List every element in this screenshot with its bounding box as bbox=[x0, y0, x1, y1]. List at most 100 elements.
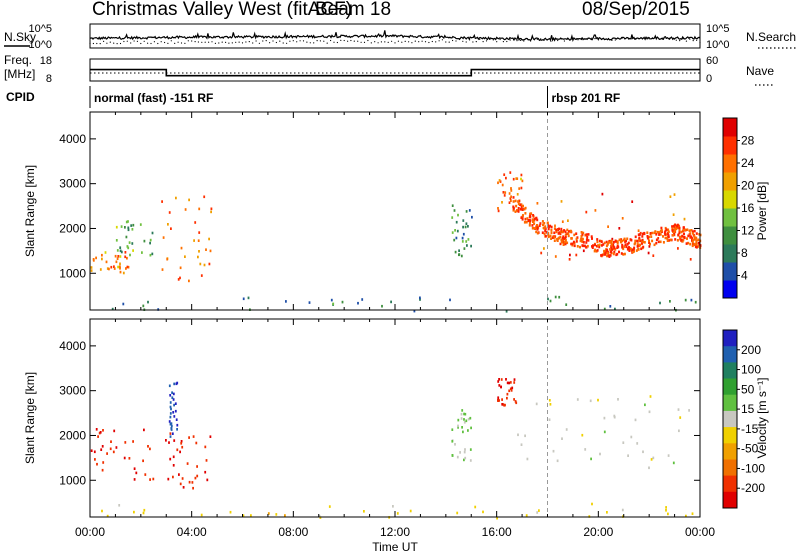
heatmap-cell bbox=[644, 403, 646, 407]
power-ridge-cell bbox=[604, 251, 607, 255]
power-ridge-cell bbox=[543, 232, 546, 236]
heatmap-cell bbox=[659, 301, 661, 305]
heatmap-cell bbox=[124, 226, 126, 229]
heatmap-cell bbox=[123, 456, 126, 460]
colorbar-swatch bbox=[723, 459, 737, 477]
power-ridge-cell bbox=[646, 235, 649, 238]
power-ridge-cell bbox=[689, 235, 692, 239]
power-ridge-cell bbox=[665, 228, 668, 231]
power-ridge-cell bbox=[655, 233, 658, 236]
power-ridge-cell bbox=[575, 232, 578, 235]
heatmap-cell bbox=[639, 231, 642, 235]
heatmap-cell bbox=[192, 435, 195, 438]
nsearch-point bbox=[313, 42, 315, 44]
nsearch-point bbox=[685, 40, 688, 42]
heatmap-cell bbox=[90, 449, 93, 452]
heatmap-cell bbox=[203, 195, 206, 199]
nsearch-point bbox=[638, 38, 640, 40]
nsearch-point bbox=[570, 38, 572, 40]
heatmap-cell bbox=[504, 191, 507, 194]
nave-tick-top: 60 bbox=[706, 55, 718, 67]
colorbar-tick-label: -200 bbox=[741, 481, 765, 495]
power-ridge-cell bbox=[561, 230, 564, 233]
heatmap-cell bbox=[174, 402, 177, 405]
nsearch-point bbox=[296, 41, 298, 43]
nsearch-point bbox=[502, 41, 504, 43]
colorbar-tick-label: 200 bbox=[741, 343, 761, 357]
heatmap-cell bbox=[106, 514, 109, 518]
heatmap-cell bbox=[318, 514, 321, 518]
heatmap-cell bbox=[147, 300, 149, 304]
nsearch-point bbox=[489, 38, 491, 41]
nsearch-point bbox=[218, 42, 220, 44]
heatmap-cell bbox=[554, 295, 557, 299]
nsearch-point bbox=[567, 38, 569, 40]
velocity-axes: 1000 2000 3000 4000 bbox=[59, 319, 701, 517]
nsearch-point bbox=[265, 40, 267, 42]
heatmap-cell bbox=[463, 421, 466, 424]
power-ridge-cell bbox=[522, 204, 524, 208]
power-ridge-cell bbox=[688, 229, 691, 232]
power-ridge-cell bbox=[555, 230, 558, 234]
power-ridge-cell bbox=[524, 206, 527, 210]
nsearch-point bbox=[665, 37, 667, 39]
power-ridge-cell bbox=[553, 231, 556, 235]
nsearch-point bbox=[92, 42, 94, 45]
heatmap-cell bbox=[141, 251, 143, 254]
power-ridge-cell bbox=[596, 244, 598, 248]
power-ridge-cell bbox=[539, 222, 542, 225]
power-ridge-cell bbox=[525, 220, 528, 224]
nsearch-point bbox=[211, 41, 213, 43]
power-ridge-cell bbox=[666, 239, 669, 242]
heatmap-cell bbox=[457, 424, 459, 428]
power-ridge-cell bbox=[672, 225, 675, 228]
power-ridge-cell bbox=[598, 239, 601, 243]
nsearch-point bbox=[306, 41, 308, 43]
heatmap-cell bbox=[520, 177, 522, 181]
y-tick-label: 1000 bbox=[59, 473, 86, 487]
freq-trace bbox=[90, 68, 700, 77]
colorbar-swatch bbox=[723, 190, 737, 209]
heatmap-cell bbox=[169, 415, 172, 419]
power-ridge-cell bbox=[628, 249, 631, 252]
time-axis-label: Time UT bbox=[372, 540, 418, 554]
power-ridge-cell bbox=[521, 208, 524, 211]
power-ridge-cell bbox=[678, 224, 680, 228]
heatmap-cell bbox=[634, 418, 637, 422]
heatmap-cell bbox=[510, 195, 512, 198]
heatmap-cell bbox=[466, 244, 468, 247]
heatmap-cell bbox=[561, 220, 564, 223]
power-ridge-cell bbox=[611, 248, 614, 251]
heatmap-cell bbox=[470, 244, 472, 248]
heatmap-cell bbox=[195, 441, 198, 445]
nsearch-point bbox=[604, 38, 606, 40]
nsearch-point bbox=[245, 41, 247, 43]
power-ridge-cell bbox=[643, 241, 646, 244]
power-axes: 1000 2000 3000 4000 bbox=[59, 112, 701, 310]
power-ridge-cell bbox=[519, 208, 522, 211]
heatmap-cell bbox=[524, 434, 526, 438]
colorbar-swatch bbox=[723, 475, 737, 493]
power-ridge-cell bbox=[664, 233, 667, 236]
heatmap-cell bbox=[242, 297, 245, 301]
power-ridge-cell bbox=[555, 228, 558, 232]
heatmap-cell bbox=[209, 249, 212, 253]
heatmap-cell bbox=[503, 173, 506, 176]
heatmap-cell bbox=[567, 219, 569, 222]
nsearch-point bbox=[658, 38, 660, 41]
power-ridge-cell bbox=[576, 236, 579, 239]
power-ridge-cell bbox=[656, 230, 659, 234]
power-colorbar: 4 8 12 16 20 24 28 bbox=[722, 117, 755, 299]
power-ridge-cell bbox=[531, 224, 534, 227]
heatmap-cell bbox=[181, 445, 184, 449]
heatmap-cell bbox=[169, 435, 172, 438]
heatmap-cell bbox=[196, 474, 199, 478]
colorbar-tick-label: 28 bbox=[741, 134, 755, 148]
heatmap-cell bbox=[504, 403, 506, 407]
power-ridge-cell bbox=[533, 222, 536, 225]
heatmap-cell bbox=[127, 228, 130, 232]
power-ridge-cell bbox=[664, 236, 667, 240]
colorbar-swatch bbox=[723, 154, 737, 173]
heatmap-cell bbox=[328, 505, 331, 508]
heatmap-cell bbox=[453, 209, 456, 212]
